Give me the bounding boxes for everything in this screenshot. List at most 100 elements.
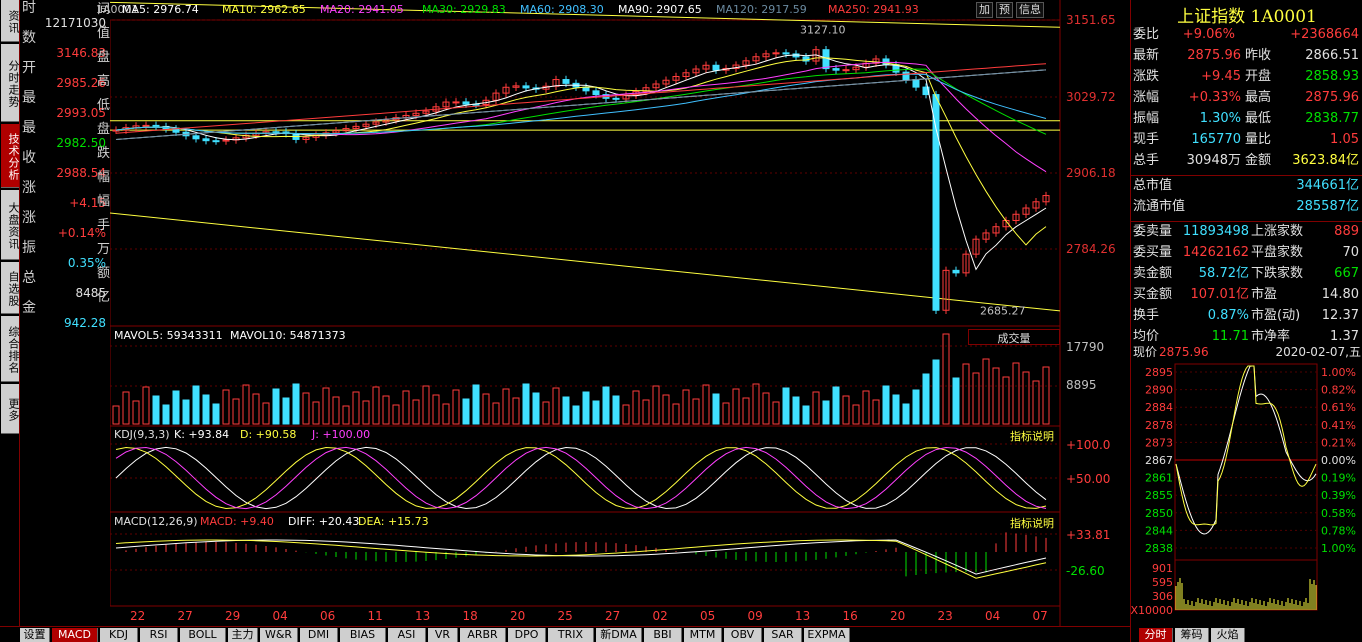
- mini-right-axis-8: 0.58%: [1321, 507, 1356, 520]
- macd-explain-button[interactable]: 指标说明: [1010, 517, 1054, 530]
- indicator-tab-6[interactable]: W&R: [260, 628, 298, 642]
- vol-bar-65: [762, 392, 770, 425]
- indicator-tab-7[interactable]: DMI: [300, 628, 338, 642]
- indicator-tab-17[interactable]: OBV: [724, 628, 762, 642]
- indicator-tab-12[interactable]: DPO: [508, 628, 546, 642]
- vol-bar-33: [442, 403, 450, 425]
- indicator-tab-4[interactable]: BOLL: [180, 628, 226, 642]
- vol-bar-23: [342, 405, 350, 425]
- mini-date: 2020-02-07,五: [1275, 345, 1361, 359]
- mini-right-axis-10: 1.00%: [1321, 542, 1356, 555]
- left-tab-6[interactable]: 更多: [1, 384, 20, 434]
- macd-axis-label-1: -26.60: [1066, 564, 1105, 578]
- quote-label: 现手: [1133, 132, 1160, 147]
- quote-value: 1.05: [1330, 132, 1359, 147]
- indicator-tab-18[interactable]: SAR: [764, 628, 802, 642]
- quote-value: +2368664: [1290, 27, 1359, 42]
- date-label-15: 16: [843, 609, 858, 623]
- info-label-18: 总: [22, 270, 36, 286]
- indicator-tab-bar: 设置 MACD KDJ RSI BOLL 主力 W&R DMI BIAS ASI VR ARBR DPO…: [0, 626, 1130, 642]
- quote-value: 0.87%: [1207, 308, 1249, 323]
- vol-bar-26: [372, 386, 380, 425]
- vol-bar-58: [692, 398, 700, 425]
- volume-dropdown[interactable]: 成交量: [968, 329, 1060, 345]
- info-label-0: 时: [22, 0, 36, 16]
- left-tab-3[interactable]: 大盘资讯: [1, 190, 20, 260]
- vol-bar-24: [352, 391, 360, 425]
- quote-tab-0[interactable]: 分时: [1139, 628, 1173, 642]
- high-annotation: 3127.10: [800, 23, 846, 36]
- candle-body-85: [962, 253, 970, 274]
- indicator-tab-2[interactable]: KDJ: [100, 628, 138, 642]
- indicator-tab-3[interactable]: RSI: [140, 628, 178, 642]
- vol-bar-50: [612, 395, 620, 425]
- left-tab-5[interactable]: 综合排名: [1, 316, 20, 382]
- indicator-tab-11[interactable]: ARBR: [460, 628, 506, 642]
- trend-line-upper: [109, 1, 1061, 28]
- mini-left-axis-4: 2873: [1145, 436, 1173, 449]
- date-label-1: 27: [178, 609, 193, 623]
- candle-body-88: [992, 226, 1000, 234]
- info-label-6: 最: [22, 90, 36, 106]
- info-label-2: 数: [22, 30, 36, 46]
- ma-line-5: [115, 54, 1047, 271]
- top-button-2[interactable]: 信息: [1016, 2, 1044, 18]
- ma-line-120: [115, 69, 1047, 140]
- vol-bar-10: [212, 403, 220, 425]
- vol-bar-68: [792, 396, 800, 425]
- kline-chart-area[interactable]: 3127.10 2685.27 22 27 29 04 06 11 13 18 20 25 27 02 05…: [109, 0, 1130, 629]
- kdj-explain-button[interactable]: 指标说明: [1010, 430, 1054, 443]
- vol-bar-13: [242, 384, 250, 425]
- indicator-tab-1[interactable]: MACD: [52, 628, 98, 642]
- quote-value: +9.06%: [1182, 27, 1235, 42]
- left-tab-1[interactable]: 分时走势: [1, 44, 20, 122]
- info-label-20: 金: [22, 300, 36, 316]
- quote-label: 最高: [1245, 90, 1272, 105]
- kline-chart-svg[interactable]: 3127.10 2685.27 22 27 29 04 06 11 13 18 20 25 27 02 05…: [109, 0, 1130, 626]
- vol-bar-20: [312, 401, 320, 425]
- indicator-tab-9[interactable]: ASI: [388, 628, 426, 642]
- candle-body-33: [442, 101, 450, 108]
- date-label-14: 13: [795, 609, 810, 623]
- candle-body-24: [352, 125, 360, 130]
- mini-right-axis-1: 0.82%: [1321, 384, 1356, 397]
- vol-bar-91: [1022, 371, 1030, 425]
- indicator-tab-19[interactable]: EXPMA: [804, 628, 850, 642]
- top-button-0[interactable]: 加: [976, 2, 993, 18]
- quote-value: 11.71: [1211, 329, 1249, 344]
- vol-bar-74: [852, 404, 860, 425]
- quote-tab-1[interactable]: 筹码: [1175, 628, 1209, 642]
- vol-bar-16: [272, 388, 280, 425]
- quote-value: 14262162: [1182, 245, 1249, 260]
- indicator-tab-0[interactable]: 设置: [20, 628, 50, 642]
- candle-body-82: [932, 94, 940, 311]
- quote-title: 上证指数 1A0001: [1177, 7, 1317, 27]
- info-value-1: 12171030: [44, 16, 106, 30]
- vol-bar-21: [322, 387, 330, 425]
- indicator-tab-5[interactable]: 主力: [228, 628, 258, 642]
- vol-bar-64: [752, 383, 760, 425]
- left-tab-2[interactable]: 技术分析: [1, 124, 20, 188]
- date-label-10: 27: [605, 609, 620, 623]
- indicator-tab-13[interactable]: TRIX: [548, 628, 594, 642]
- left-tab-0[interactable]: 资讯: [1, 0, 20, 42]
- quote-tab-2[interactable]: 火焰: [1211, 628, 1245, 642]
- indicator-tab-8[interactable]: BIAS: [340, 628, 386, 642]
- indicator-tab-16[interactable]: MTM: [684, 628, 722, 642]
- vol-bar-46: [572, 405, 580, 425]
- left-tab-4[interactable]: 自选股: [1, 262, 20, 314]
- quote-value: 2866.51: [1305, 48, 1359, 63]
- indicator-tab-15[interactable]: BBI: [644, 628, 682, 642]
- vol-bar-76: [872, 399, 880, 425]
- intraday-mini-chart[interactable]: 现价 2875.96 2020-02-07,五 2895 2890 2884 2878 287…: [1131, 344, 1362, 626]
- candle-body-26: [372, 121, 380, 125]
- candle-body-83: [942, 269, 950, 311]
- indicator-tab-14[interactable]: 新DMA: [596, 628, 642, 642]
- top-button-1[interactable]: 预: [996, 2, 1013, 18]
- mini-left-axis-0: 2895: [1145, 366, 1173, 379]
- quote-value: 2875.96: [1187, 48, 1241, 63]
- indicator-tab-10[interactable]: VR: [428, 628, 458, 642]
- info-value-11: 2988.54: [56, 166, 106, 180]
- quote-label: 委卖量: [1133, 224, 1173, 239]
- vol-bar-7: [182, 399, 190, 425]
